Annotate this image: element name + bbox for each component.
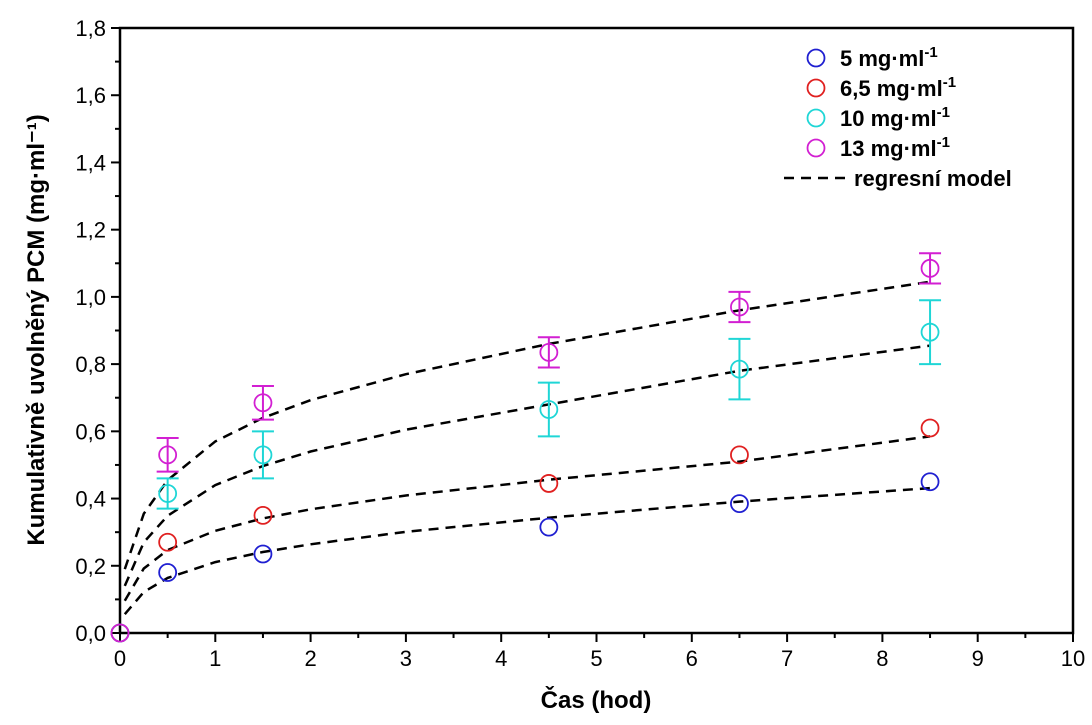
x-tick-label: 5 — [590, 646, 602, 671]
x-axis: 0 1 2 3 4 5 6 7 8 9 10 — [114, 633, 1085, 671]
data-point — [922, 419, 939, 436]
x-tick-label: 6 — [686, 646, 698, 671]
regression-curve-1 — [125, 488, 930, 614]
y-tick-label: 1,2 — [75, 218, 106, 243]
regression-curve-3 — [125, 346, 930, 586]
y-tick-label: 0,8 — [75, 352, 106, 377]
data-point — [540, 475, 557, 492]
data-point — [922, 473, 939, 490]
error-bars — [157, 253, 941, 508]
legend-label: regresní model — [854, 166, 1012, 191]
x-tick-label: 7 — [781, 646, 793, 671]
data-point — [731, 495, 748, 512]
data-point — [254, 507, 271, 524]
regression-curve-2 — [125, 436, 930, 600]
legend-label: 6,5 mg·ml-1 — [840, 74, 956, 101]
x-tick-label: 0 — [114, 646, 126, 671]
regression-model-lines — [125, 282, 930, 614]
legend-marker — [808, 140, 825, 157]
y-tick-label: 0,0 — [75, 621, 106, 646]
y-axis: 0,0 0,2 0,4 0,6 0,8 1,0 1,2 1,4 1,6 1,8 — [75, 16, 120, 646]
y-axis-title: Kumulativně uvolněný PCM (mg·ml⁻¹) — [23, 114, 50, 545]
y-tick-label: 1,0 — [75, 285, 106, 310]
legend-marker — [808, 80, 825, 97]
regression-curve-4 — [125, 282, 930, 569]
y-tick-label: 1,4 — [75, 150, 106, 175]
x-tick-label: 3 — [400, 646, 412, 671]
legend-label: 13 mg·ml-1 — [840, 134, 950, 161]
legend-marker — [808, 50, 825, 67]
x-tick-label: 9 — [972, 646, 984, 671]
x-tick-label: 4 — [495, 646, 507, 671]
x-tick-label: 2 — [304, 646, 316, 671]
data-points — [112, 260, 939, 642]
legend-label: 10 mg·ml-1 — [840, 104, 950, 131]
x-axis-title: Čas (hod) — [541, 686, 652, 714]
legend: 5 mg·ml-1 6,5 mg·ml-1 10 mg·ml-1 13 mg·ml-1… — [784, 44, 1012, 191]
legend-marker — [808, 110, 825, 127]
x-tick-label: 10 — [1061, 646, 1085, 671]
y-tick-label: 0,6 — [75, 419, 106, 444]
data-point — [540, 519, 557, 536]
y-tick-label: 1,8 — [75, 16, 106, 41]
y-tick-label: 0,4 — [75, 487, 106, 512]
x-tick-label: 8 — [876, 646, 888, 671]
x-tick-label: 1 — [209, 646, 221, 671]
data-point — [159, 534, 176, 551]
legend-label: 5 mg·ml-1 — [840, 44, 938, 71]
y-tick-label: 1,6 — [75, 83, 106, 108]
data-point — [254, 546, 271, 563]
y-tick-label: 0,2 — [75, 554, 106, 579]
